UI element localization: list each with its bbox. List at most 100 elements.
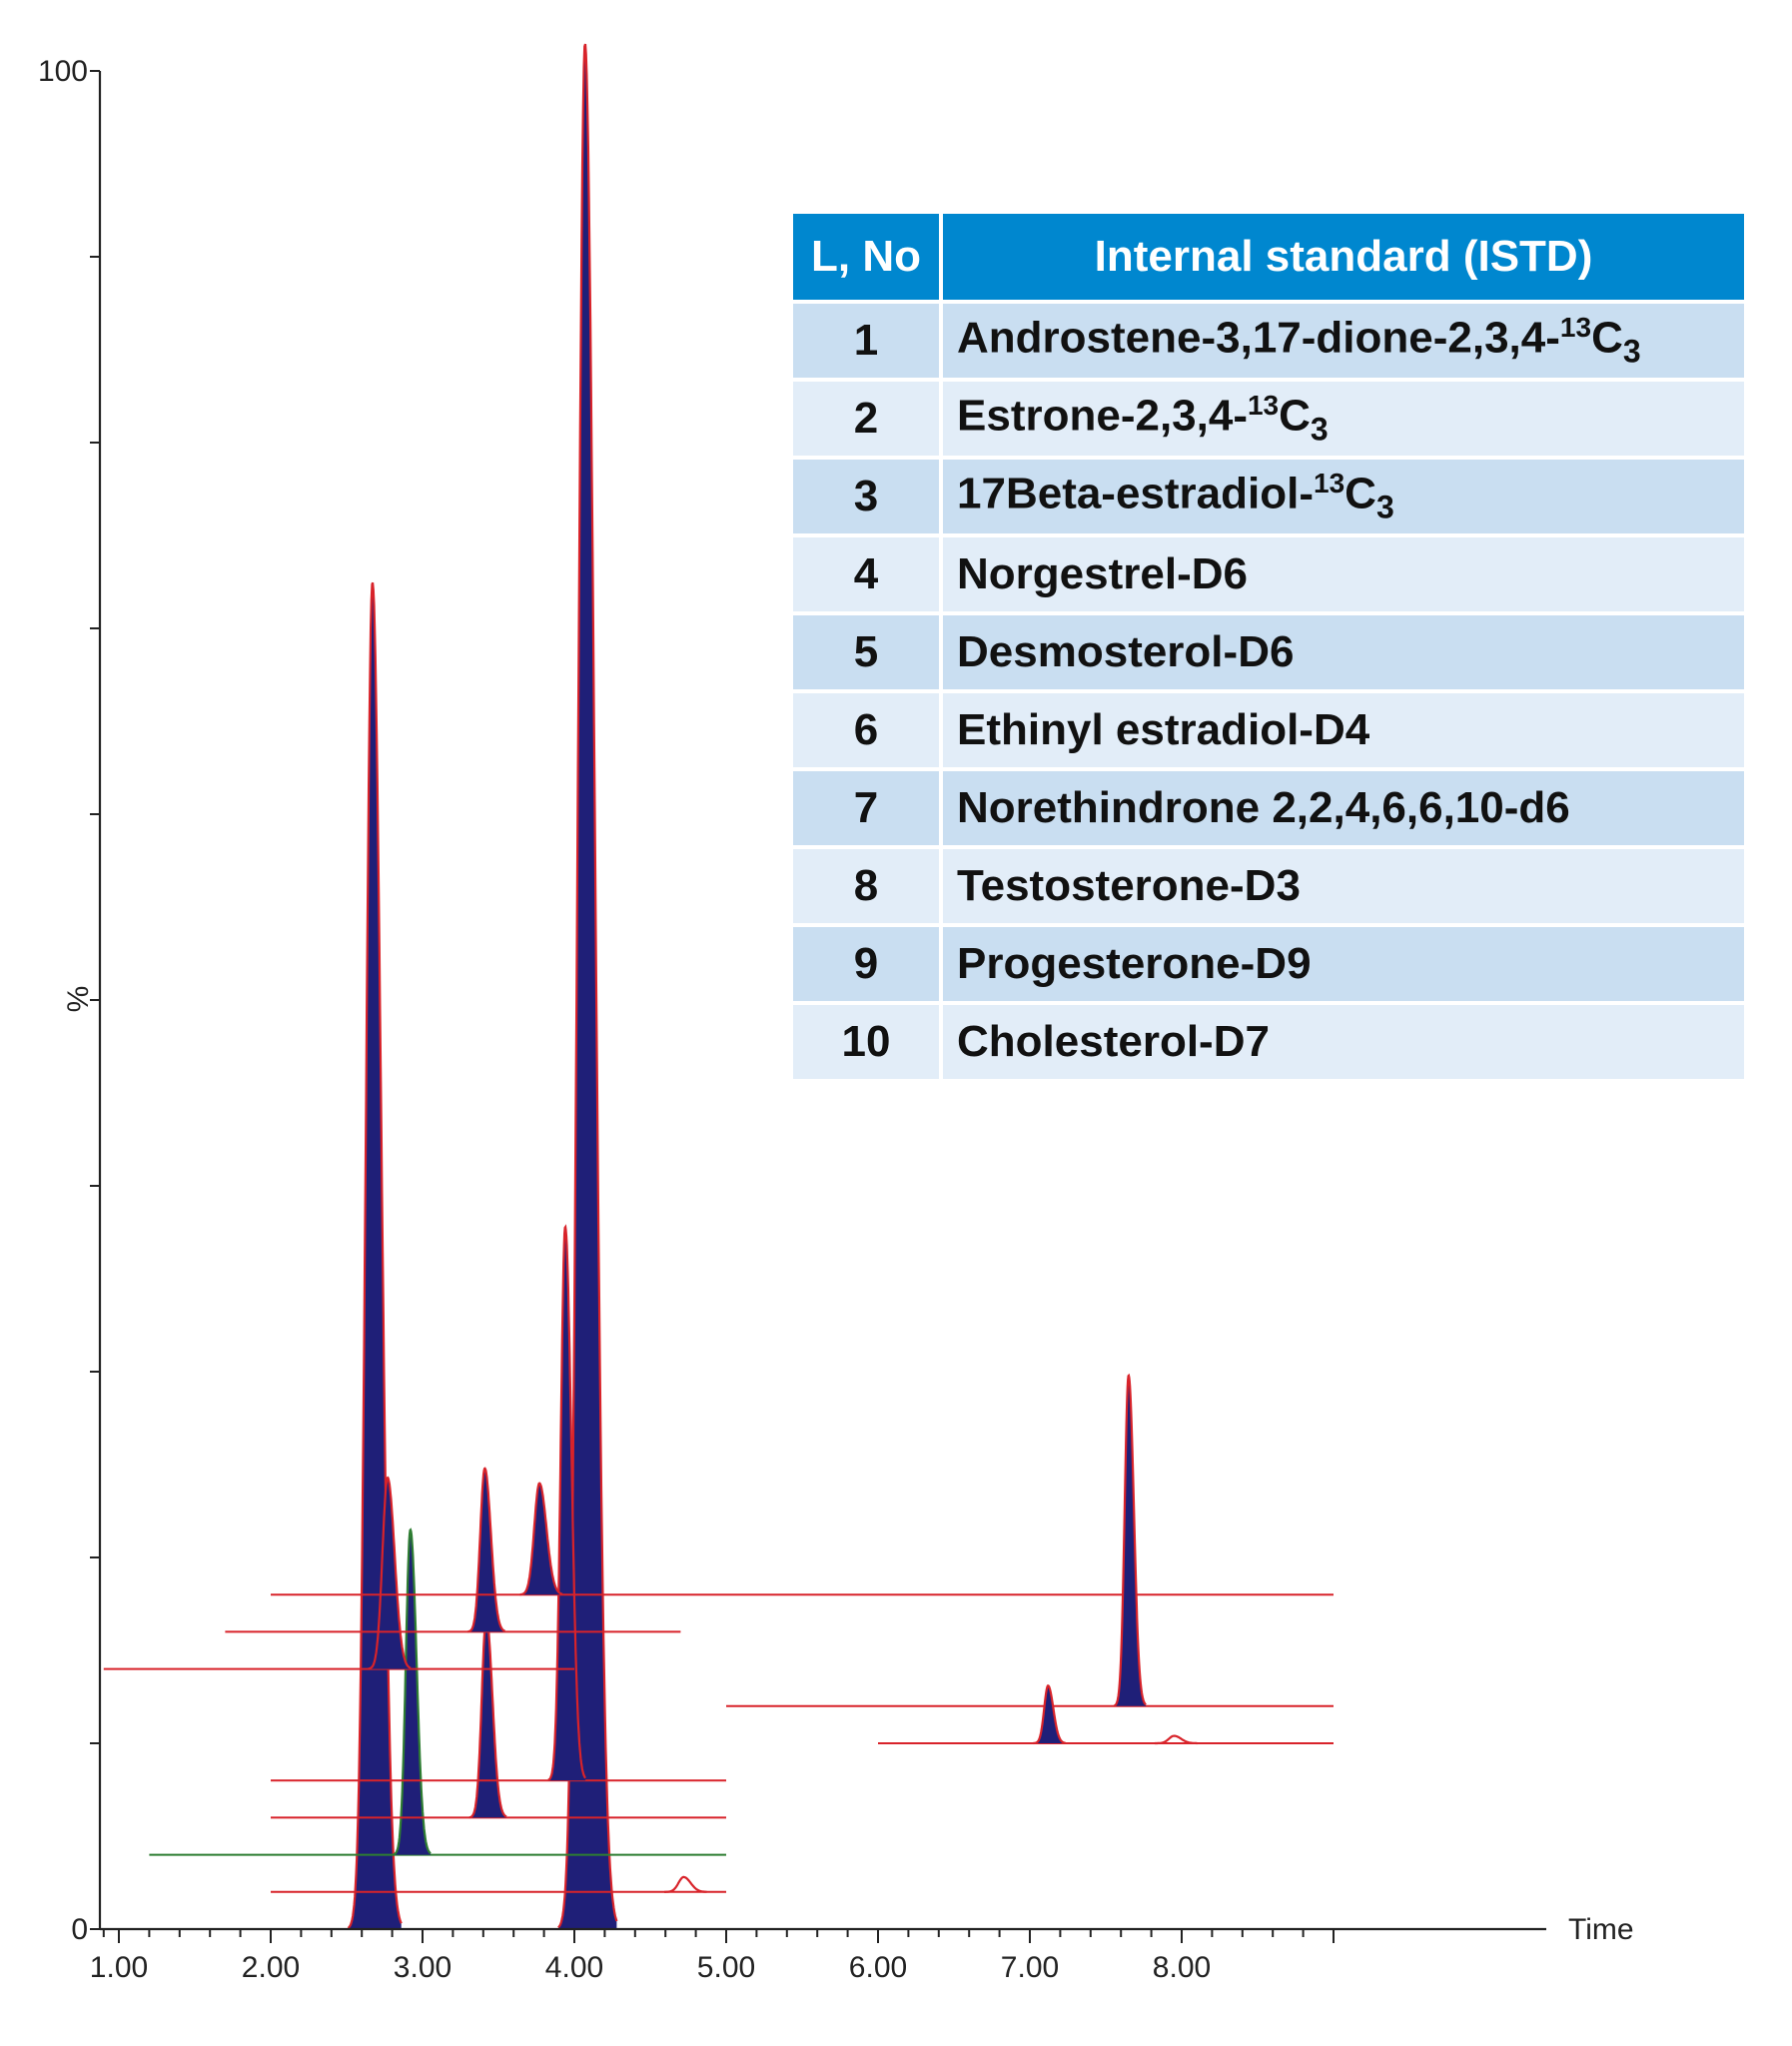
row-compound-name: Ethinyl estradiol-D4	[943, 693, 1744, 767]
table-body: 1 Androstene-3,17-dione-2,3,4-13C3 2 Estron…	[793, 304, 1744, 1079]
trace	[271, 1482, 1334, 1596]
header-istd: Internal standard (ISTD)	[943, 214, 1744, 300]
peak-fill	[1033, 1685, 1066, 1743]
row-compound-name: Norgestrel-D6	[943, 537, 1744, 611]
peak-outline	[664, 1875, 707, 1893]
peak-fill	[547, 1227, 586, 1781]
trace	[726, 1373, 1334, 1707]
isotope-count-subscript: 3	[1310, 411, 1329, 448]
compound-name-text: Norgestrel-D6	[957, 549, 1248, 598]
compound-name-text: Norethindrone 2,2,4,6,6,10-d6	[957, 783, 1570, 832]
peak-outline	[368, 1476, 412, 1670]
compound-name-text: Androstene-3,17-dione-2,3,4-	[957, 313, 1560, 363]
row-number: 5	[793, 615, 939, 689]
table-row: 1 Androstene-3,17-dione-2,3,4-13C3	[793, 304, 1744, 378]
isotope-mass-superscript: 13	[1314, 467, 1345, 499]
x-tick-label: 4.00	[545, 1951, 603, 1984]
table-row: 9 Progesterone-D9	[793, 927, 1744, 1001]
trace	[149, 1528, 726, 1856]
plot-area	[103, 43, 1334, 1930]
table-row: 7 Norethindrone 2,2,4,6,6,10-d6	[793, 771, 1744, 845]
y-axis-title: %	[62, 986, 95, 1013]
row-number: 3	[793, 460, 939, 533]
row-number: 7	[793, 771, 939, 845]
table-row: 10 Cholesterol-D7	[793, 1005, 1744, 1079]
row-number: 9	[793, 927, 939, 1001]
isotope-mass-superscript: 13	[1247, 389, 1280, 421]
trace	[271, 1875, 726, 1893]
peak-fill	[348, 582, 402, 1930]
trace	[271, 1614, 726, 1819]
y-tick-label: 0	[71, 1913, 88, 1946]
row-compound-name: Norethindrone 2,2,4,6,6,10-d6	[943, 771, 1744, 845]
trace	[103, 1476, 574, 1670]
peak-outline	[393, 1528, 432, 1856]
peak-outline	[347, 581, 403, 1929]
x-tick-label: 5.00	[697, 1951, 755, 1984]
compound-name-text: Estrone-2,3,4-	[957, 391, 1248, 441]
peak-outline	[1113, 1373, 1147, 1707]
x-tick-label: 3.00	[394, 1951, 451, 1984]
compound-name-text: Progesterone-D9	[957, 939, 1312, 988]
row-compound-name: 17Beta-estradiol-13C3	[943, 460, 1744, 533]
table-row: 5 Desmosterol-D6	[793, 615, 1744, 689]
trace	[225, 1467, 681, 1633]
peak-outline	[1154, 1734, 1198, 1745]
table-row: 4 Norgestrel-D6	[793, 537, 1744, 611]
table-row: 6 Ethinyl estradiol-D4	[793, 693, 1744, 767]
x-tick-label: 1.00	[90, 1951, 148, 1984]
row-number: 8	[793, 849, 939, 923]
row-compound-name: Testosterone-D3	[943, 849, 1744, 923]
isotope-element: C	[1279, 391, 1311, 441]
compound-name-text: Ethinyl estradiol-D4	[957, 705, 1370, 754]
x-axis-title: Time	[1568, 1913, 1634, 1946]
peak-fill	[519, 1483, 563, 1595]
row-compound-name: Progesterone-D9	[943, 927, 1744, 1001]
isotope-mass-superscript: 13	[1559, 311, 1592, 343]
istd-table: L, No Internal standard (ISTD) 1 Androste…	[789, 210, 1748, 1083]
peak-fill	[393, 1530, 432, 1855]
compound-name-text: Desmosterol-D6	[957, 627, 1295, 676]
peak-fill	[368, 1478, 412, 1669]
row-compound-name: Desmosterol-D6	[943, 615, 1744, 689]
table-row: 8 Testosterone-D3	[793, 849, 1744, 923]
isotope-element: C	[1344, 469, 1376, 518]
x-tick-label: 2.00	[242, 1951, 300, 1984]
peak-outline	[519, 1482, 563, 1596]
row-compound-name: Cholesterol-D7	[943, 1005, 1744, 1079]
table-row: 3 17Beta-estradiol-13C3	[793, 460, 1744, 533]
trace	[878, 1684, 1334, 1745]
table-header-row: L, No Internal standard (ISTD)	[793, 214, 1744, 300]
compound-name-text: Cholesterol-D7	[957, 1017, 1270, 1066]
row-number: 1	[793, 304, 939, 378]
peak-outline	[557, 43, 618, 1929]
table-row: 2 Estrone-2,3,4-13C3	[793, 382, 1744, 456]
row-compound-name: Androstene-3,17-dione-2,3,4-13C3	[943, 304, 1744, 378]
compound-name-text: 17Beta-estradiol-	[957, 469, 1315, 518]
isotope-count-subscript: 3	[1622, 333, 1641, 370]
header-no: L, No	[793, 214, 939, 300]
row-number: 4	[793, 537, 939, 611]
x-tick-label: 6.00	[849, 1951, 907, 1984]
row-number: 10	[793, 1005, 939, 1079]
isotope-count-subscript: 3	[1375, 489, 1394, 525]
row-compound-name: Estrone-2,3,4-13C3	[943, 382, 1744, 456]
peak-outline	[547, 1224, 586, 1781]
x-tick-label: 8.00	[1153, 1951, 1211, 1984]
row-number: 6	[793, 693, 939, 767]
row-number: 2	[793, 382, 939, 456]
y-tick-label: 100	[38, 55, 88, 88]
peak-outline	[467, 1467, 505, 1633]
peak-fill	[468, 1616, 507, 1818]
compound-name-text: Testosterone-D3	[957, 861, 1301, 910]
peak-fill	[664, 1877, 707, 1892]
peak-fill	[557, 44, 617, 1930]
peak-outline	[1033, 1684, 1066, 1745]
axes: 0 100 1.00 2.00 3.00 4.00 5.00 6.00 7.00 8.00	[38, 55, 1546, 1984]
trace	[271, 1224, 726, 1782]
trace	[134, 43, 711, 1930]
isotope-element: C	[1591, 313, 1623, 363]
peak-fill	[1114, 1375, 1147, 1706]
x-tick-label: 7.00	[1001, 1951, 1059, 1984]
